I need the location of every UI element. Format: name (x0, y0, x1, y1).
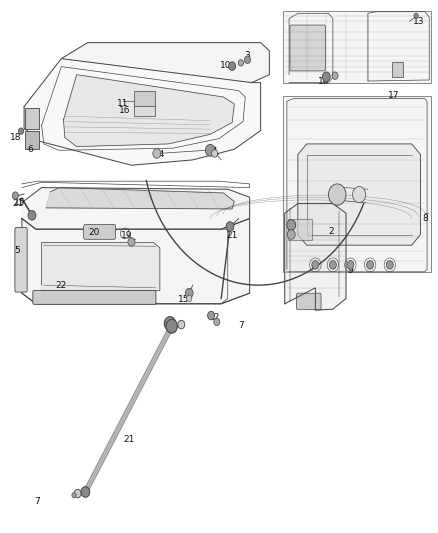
Polygon shape (24, 59, 261, 165)
Text: 6: 6 (28, 145, 34, 154)
Circle shape (414, 13, 418, 19)
Circle shape (229, 62, 236, 70)
Circle shape (347, 261, 354, 269)
Text: 10: 10 (220, 61, 231, 70)
Circle shape (212, 150, 218, 157)
Text: 21: 21 (13, 199, 24, 208)
Text: 21: 21 (124, 435, 135, 444)
Circle shape (328, 184, 346, 205)
Bar (288, 219, 312, 240)
Circle shape (18, 128, 24, 134)
Bar (134, 106, 155, 116)
Bar (283, 11, 431, 83)
Polygon shape (285, 204, 346, 310)
Circle shape (12, 192, 18, 199)
Circle shape (187, 295, 192, 302)
Circle shape (128, 238, 135, 246)
Circle shape (164, 317, 176, 330)
Polygon shape (22, 188, 250, 229)
FancyBboxPatch shape (290, 25, 325, 71)
Text: 22: 22 (56, 281, 67, 289)
Text: 8: 8 (422, 214, 428, 223)
Circle shape (238, 60, 244, 66)
Text: 17: 17 (389, 92, 400, 100)
Circle shape (329, 261, 336, 269)
Circle shape (72, 492, 76, 498)
Circle shape (353, 187, 366, 203)
Text: 1: 1 (168, 324, 174, 332)
FancyBboxPatch shape (297, 293, 321, 310)
Text: 16: 16 (119, 106, 131, 115)
Text: 12: 12 (209, 313, 220, 321)
Text: 21: 21 (226, 231, 238, 240)
Circle shape (332, 72, 338, 79)
Text: 15: 15 (178, 295, 190, 304)
Circle shape (167, 320, 173, 327)
Text: 4: 4 (212, 148, 217, 156)
Circle shape (312, 261, 319, 269)
Text: 19: 19 (121, 231, 133, 240)
Bar (25, 108, 39, 129)
Text: 18: 18 (10, 133, 21, 142)
Circle shape (287, 220, 296, 230)
Bar (392, 62, 403, 77)
Bar (25, 131, 39, 149)
Text: 7: 7 (34, 497, 40, 505)
Circle shape (185, 288, 193, 298)
Bar (283, 96, 431, 272)
Circle shape (166, 319, 177, 333)
Circle shape (208, 311, 215, 320)
Circle shape (205, 144, 215, 156)
FancyBboxPatch shape (15, 228, 27, 292)
Text: 15: 15 (14, 198, 25, 207)
Polygon shape (61, 43, 269, 83)
FancyBboxPatch shape (33, 290, 156, 304)
Text: 11: 11 (117, 100, 128, 108)
Text: 13: 13 (413, 17, 424, 26)
Circle shape (74, 489, 81, 498)
Circle shape (28, 211, 36, 220)
Circle shape (287, 230, 295, 239)
Polygon shape (64, 75, 234, 147)
Circle shape (81, 487, 90, 497)
Text: 5: 5 (14, 246, 21, 255)
Circle shape (367, 261, 374, 269)
Circle shape (153, 149, 161, 158)
Text: 9: 9 (347, 266, 353, 275)
Circle shape (322, 72, 330, 82)
Text: 14: 14 (154, 150, 166, 159)
FancyBboxPatch shape (84, 224, 116, 239)
Circle shape (178, 320, 185, 329)
Text: 2: 2 (328, 228, 333, 236)
Circle shape (226, 222, 234, 231)
Text: 20: 20 (88, 229, 100, 237)
Polygon shape (42, 243, 160, 290)
Polygon shape (298, 144, 420, 245)
Polygon shape (22, 219, 250, 304)
Polygon shape (46, 188, 234, 209)
Circle shape (386, 261, 393, 269)
Circle shape (214, 318, 220, 326)
Text: 10: 10 (318, 77, 330, 85)
Circle shape (244, 56, 251, 63)
Bar (134, 91, 155, 107)
Text: 3: 3 (244, 52, 251, 60)
Text: 7: 7 (238, 321, 244, 329)
